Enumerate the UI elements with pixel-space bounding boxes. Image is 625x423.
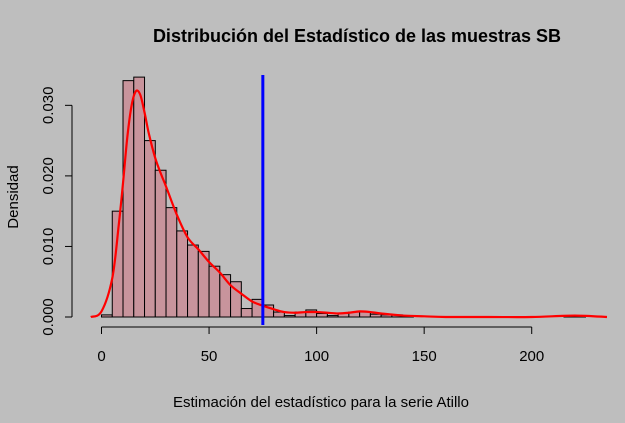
bars-layer — [101, 76, 586, 318]
histogram-bar — [154, 169, 167, 318]
y-tick-label: 0.000 — [40, 298, 57, 336]
y-axis-label: Densidad — [5, 165, 22, 228]
density-curve-layer — [90, 89, 608, 319]
histogram-bar — [240, 308, 253, 318]
histogram-bar — [176, 230, 189, 318]
chart-title: Distribución del Estadístico de las mues… — [153, 26, 561, 46]
x-tick-label: 100 — [304, 348, 329, 365]
axes-layer: 0 50 100 150 200 0.000 0.010 0.020 0.030 — [40, 87, 544, 365]
x-tick-label: 150 — [412, 348, 437, 365]
histogram-bar — [230, 281, 242, 318]
x-tick-label: 50 — [201, 348, 218, 365]
histogram-bar — [283, 315, 296, 318]
y-tick-label: 0.020 — [40, 157, 57, 195]
histogram-bar — [101, 314, 113, 318]
x-axis-label: Estimación del estadístico para la serie… — [173, 394, 469, 411]
histogram-bar — [326, 315, 339, 318]
histogram-bar — [219, 274, 232, 318]
x-tick-label: 200 — [519, 348, 544, 365]
histogram-bar — [144, 140, 156, 318]
histogram-bar — [369, 313, 382, 318]
histogram-bar — [133, 76, 146, 318]
histogram-bar — [187, 244, 199, 318]
histogram-bar — [273, 311, 285, 318]
histogram-bar — [165, 207, 178, 318]
density-curve — [90, 89, 608, 319]
histogram-bar — [208, 265, 221, 318]
histogram-bar — [122, 80, 135, 318]
histogram-bar — [316, 312, 328, 318]
y-tick-label: 0.030 — [40, 87, 57, 125]
y-tick-label: 0.010 — [40, 228, 57, 266]
x-tick-label: 0 — [97, 348, 105, 365]
